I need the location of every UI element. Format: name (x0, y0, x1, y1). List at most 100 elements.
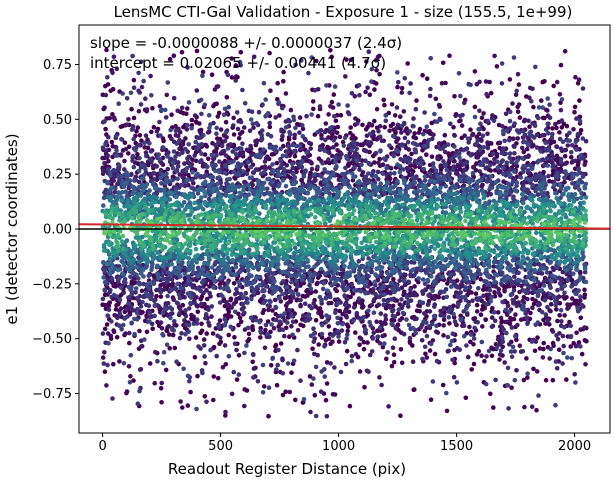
data-point (332, 84, 338, 89)
data-point (494, 152, 500, 157)
data-point (297, 130, 302, 135)
data-point (537, 346, 543, 351)
data-point (103, 302, 108, 308)
data-point (524, 315, 530, 320)
data-point (390, 345, 396, 351)
data-point (189, 125, 194, 131)
data-point (500, 124, 505, 129)
data-point (478, 162, 483, 168)
data-point (249, 296, 254, 302)
data-point (406, 155, 412, 161)
data-point (515, 109, 521, 114)
data-point (202, 102, 208, 108)
data-point (211, 374, 217, 379)
chart-title: LensMC CTI-Gal Validation - Exposure 1 -… (114, 3, 573, 21)
data-point (532, 123, 538, 129)
data-point (179, 331, 184, 336)
data-point (561, 343, 566, 349)
data-point (199, 111, 204, 117)
data-point (553, 359, 559, 364)
data-point (470, 298, 475, 304)
data-point (369, 79, 374, 84)
data-point (128, 90, 134, 96)
data-point (492, 310, 497, 315)
data-point (315, 130, 320, 135)
data-point (357, 300, 362, 305)
data-point (547, 115, 553, 121)
data-point (368, 131, 373, 137)
data-point (293, 287, 299, 293)
data-point (390, 307, 396, 313)
data-point (268, 88, 273, 93)
data-point (136, 142, 142, 148)
data-point (566, 305, 571, 310)
data-point (495, 310, 501, 315)
data-point (412, 131, 417, 136)
data-point (267, 124, 273, 130)
data-point (130, 308, 136, 313)
data-point (106, 134, 111, 140)
data-point (207, 290, 212, 296)
data-point (137, 328, 142, 334)
data-point (399, 297, 404, 302)
data-point (105, 313, 111, 319)
data-point (188, 389, 193, 395)
data-point (485, 131, 490, 137)
data-point (285, 149, 290, 155)
data-point (480, 133, 486, 138)
data-point (462, 294, 468, 300)
data-point (372, 160, 377, 165)
data-point (540, 105, 546, 110)
data-point (216, 139, 221, 145)
data-point (544, 270, 550, 275)
data-point (259, 137, 265, 142)
data-point (547, 102, 552, 107)
data-point (474, 141, 480, 146)
data-point (129, 106, 134, 112)
data-point (284, 294, 290, 300)
data-point (203, 360, 208, 366)
data-point (371, 153, 376, 159)
data-point (201, 284, 206, 289)
data-point (147, 141, 152, 146)
data-point (416, 130, 422, 135)
data-point (505, 303, 511, 309)
data-point (338, 112, 344, 118)
data-point (242, 387, 247, 392)
data-point (226, 354, 232, 359)
data-point (281, 78, 286, 84)
data-point (335, 315, 340, 321)
data-point (477, 79, 482, 85)
data-point (502, 138, 508, 144)
data-point (163, 115, 169, 120)
data-point (283, 389, 289, 395)
data-point (568, 334, 574, 340)
data-point (569, 355, 574, 361)
data-point (142, 145, 148, 150)
data-point (511, 136, 516, 141)
data-point (258, 335, 263, 340)
data-point (280, 392, 286, 398)
data-point (510, 179, 516, 184)
data-point (154, 164, 160, 169)
data-point (390, 133, 396, 139)
data-point (384, 356, 389, 362)
data-point (383, 313, 388, 318)
data-point (576, 299, 582, 304)
data-point (345, 322, 350, 328)
data-point (328, 48, 333, 53)
data-point (135, 401, 141, 407)
data-point (155, 358, 160, 364)
data-point (181, 124, 186, 130)
data-point (580, 136, 586, 141)
data-point (538, 149, 544, 154)
data-point (326, 112, 331, 117)
data-point (160, 331, 165, 337)
data-point (573, 139, 579, 144)
data-point (520, 349, 526, 354)
data-point (441, 323, 447, 328)
data-point (340, 171, 345, 177)
data-point (299, 158, 305, 164)
data-point (428, 341, 434, 347)
data-point (223, 170, 228, 176)
